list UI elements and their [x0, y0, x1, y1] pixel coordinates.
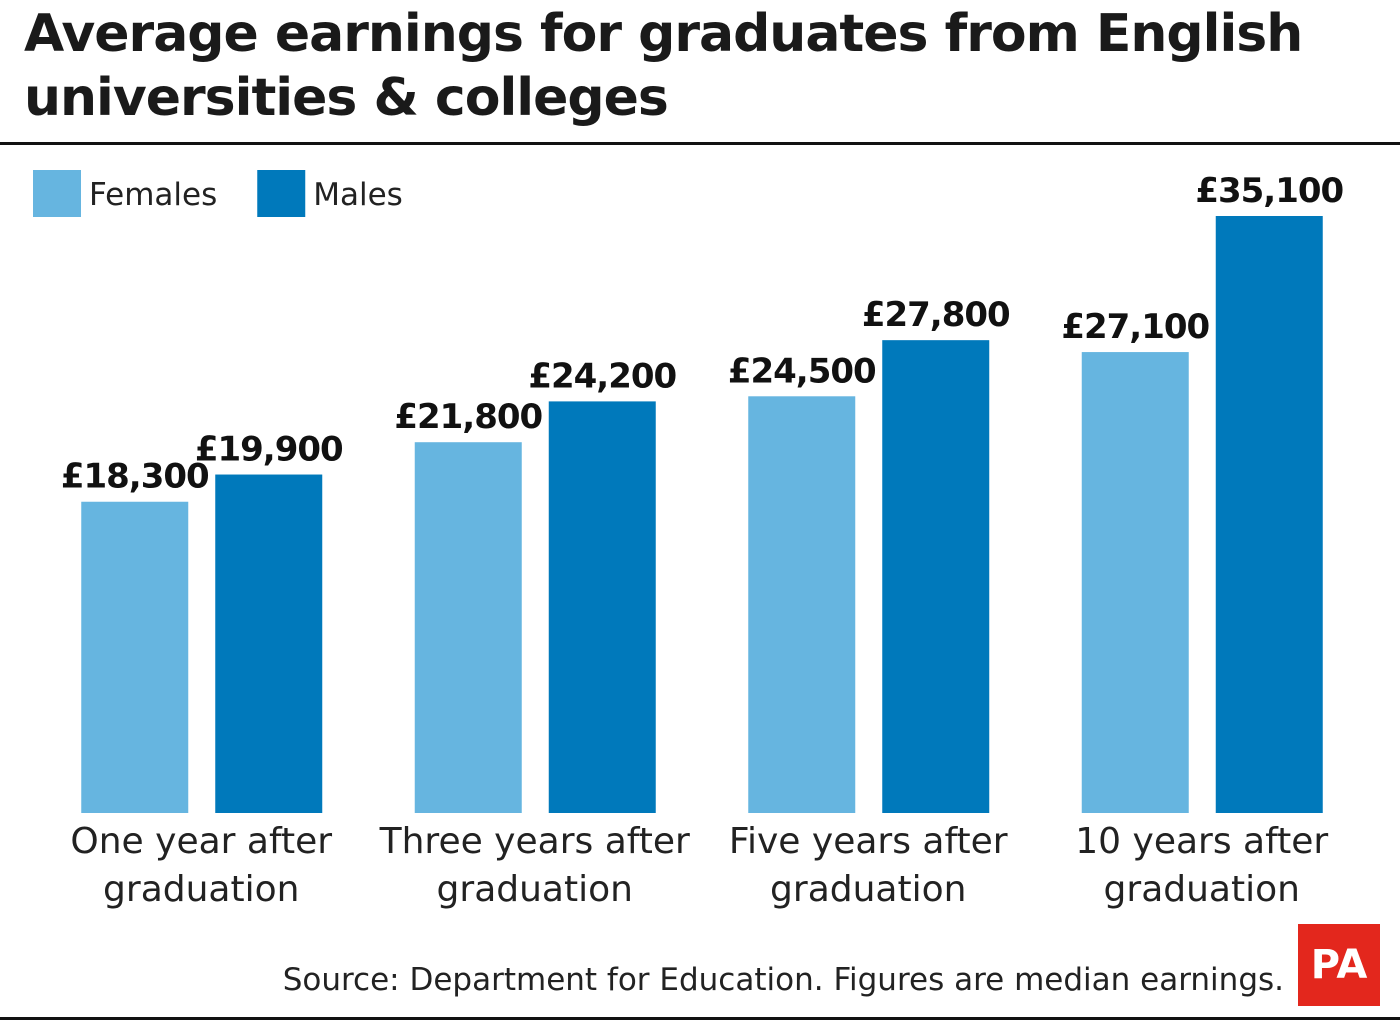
value-label: £19,900 — [195, 430, 343, 470]
bar — [414, 442, 522, 813]
bar — [1081, 352, 1189, 813]
bar — [1215, 216, 1323, 813]
bottom-rule — [0, 1017, 1400, 1020]
bar — [882, 340, 990, 813]
legend-label: Males — [313, 177, 403, 213]
legend-swatch — [257, 170, 306, 217]
value-label: £24,200 — [528, 356, 676, 396]
bar — [748, 396, 856, 813]
value-label: £21,800 — [394, 397, 542, 437]
legend-label: Females — [89, 177, 217, 213]
source: Source: Department for Education. Figure… — [282, 962, 1284, 998]
value-label: £27,100 — [1061, 307, 1209, 347]
bar — [215, 474, 323, 813]
category-label: One year after graduation — [70, 821, 333, 910]
bar — [548, 401, 656, 813]
logo: PA — [1298, 924, 1380, 1006]
chart-title: Average earnings for graduates from Engl… — [24, 4, 1303, 128]
value-label: £35,100 — [1195, 171, 1343, 211]
category-label: 10 years after graduation — [1075, 821, 1329, 910]
category-label: Three years after graduation — [379, 821, 690, 910]
value-label: £27,800 — [862, 295, 1010, 335]
bar — [81, 501, 189, 813]
legend-swatch — [33, 170, 81, 217]
value-label: £24,500 — [728, 351, 876, 391]
category-label: Five years after graduation — [728, 821, 1008, 910]
top-rule — [0, 142, 1400, 145]
value-label: £18,300 — [61, 457, 209, 497]
